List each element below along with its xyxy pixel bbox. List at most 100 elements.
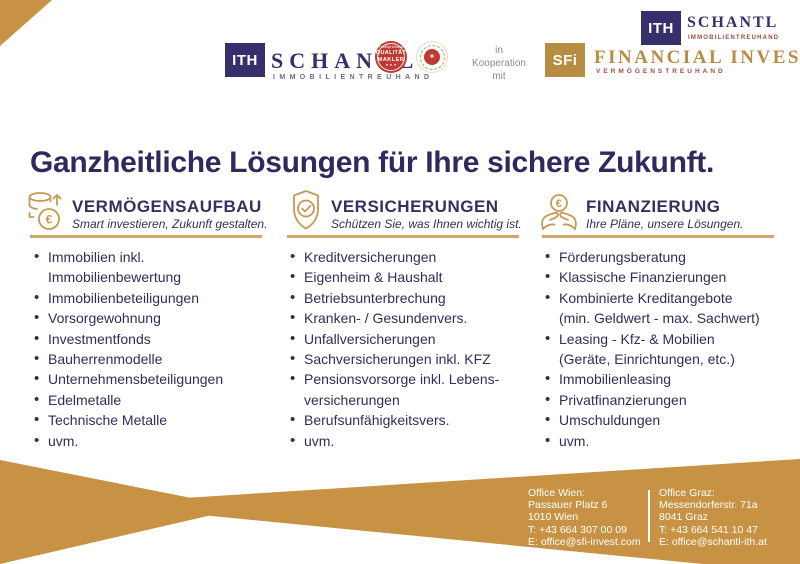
- footer-separator-line: [648, 490, 650, 542]
- list-item: • Kreditversicherungen: [290, 248, 437, 265]
- office-city: 8041 Graz: [659, 511, 709, 524]
- list-item: • Leasing - Kfz- & Mobilien: [545, 329, 715, 347]
- column-heading-versicherungen: VERSICHERUNGEN: [331, 197, 499, 216]
- bullet: •: [545, 288, 551, 306]
- list-item: • Immobilienleasing: [545, 370, 672, 388]
- list-item: • Unternehmensbeteiligungen: [34, 370, 224, 388]
- list-item: • Betriebsunterbrechung: [290, 288, 446, 306]
- office-graz-block: Office Graz: Messendorferstr. 71a 8041 G…: [659, 487, 767, 548]
- financial-invest-wordmark: FINANCIAL INVEST: [594, 47, 800, 68]
- bullet: •: [34, 329, 40, 347]
- list-item: • Unfallversicherungen: [290, 329, 436, 347]
- corner-schantl-wordmark: SCHANTL: [687, 14, 779, 31]
- bullet: •: [545, 390, 551, 408]
- list-item: • Technische Metalle: [34, 411, 168, 429]
- bullet: •: [545, 248, 551, 265]
- bullet: •: [545, 329, 551, 347]
- bullet: •: [290, 288, 296, 306]
- bullet: •: [34, 309, 40, 327]
- list-item: • uvm.: [290, 431, 335, 449]
- bullet: •: [34, 248, 40, 265]
- list-item: • Vorsorgewohnung: [34, 309, 161, 327]
- office-address: Passauer Platz 6: [528, 499, 608, 512]
- office-email: E: office@sfi-invest.com: [528, 535, 641, 548]
- corner-triangle-decoration: [0, 0, 52, 46]
- bullet: •: [34, 411, 40, 429]
- list-item: • uvm.: [545, 431, 590, 449]
- bullet: •: [290, 309, 296, 327]
- column-tagline: Smart investieren, Zukunft gestalten.: [72, 217, 268, 231]
- bullet: •: [34, 370, 40, 388]
- shield-check-icon: [293, 190, 319, 230]
- list-item: • Immobilienbeteiligungen: [34, 288, 199, 306]
- bullet: •: [290, 268, 296, 286]
- hands-euro-icon: €: [541, 194, 577, 230]
- corner-ith-logo-letters: ITH: [648, 19, 674, 37]
- svg-text:€: €: [556, 198, 562, 210]
- office-title: Office Wien:: [528, 487, 585, 499]
- office-address: Messendorferstr. 71a: [659, 499, 758, 512]
- schantl-subtitle: IMMOBILIENTREUHAND: [273, 74, 434, 81]
- list-item: • Immobilien inkl.: [34, 248, 145, 265]
- list-item: • Investmentfonds: [34, 329, 151, 347]
- svg-text:€: €: [46, 212, 53, 226]
- corner-ith-logo-mark: ITH: [641, 11, 681, 45]
- office-city: 1010 Wien: [528, 511, 579, 524]
- list-item: Immobilienbewertung: [48, 269, 182, 286]
- list-item: • Förderungsberatung: [545, 248, 686, 265]
- cooperation-line3: mit: [492, 71, 506, 82]
- bullet: •: [34, 431, 40, 449]
- gold-divider: [30, 235, 262, 238]
- column-tagline: Schützen Sie, was Ihnen wichtig ist.: [331, 217, 522, 231]
- office-title: Office Graz:: [659, 487, 715, 499]
- bullet: •: [34, 390, 40, 408]
- bullet: •: [34, 288, 40, 306]
- sfi-logo-letters: SFi: [552, 51, 578, 69]
- quality-makler-badge: FindMyHome.at QUALITÄT MAKLER ★ ★ ★: [375, 41, 407, 73]
- list-item: • Bauherrenmodelle: [34, 349, 163, 367]
- bullet: •: [545, 370, 551, 388]
- vermoegensaufbau-list: • Immobilien inkl. Immobilienbewertung • I…: [34, 248, 280, 452]
- list-item: • uvm.: [34, 431, 79, 449]
- bullet: •: [545, 411, 551, 429]
- office-phone: T: +43 664 541 10 47: [659, 523, 758, 536]
- list-item: • Privatfinanzierungen: [545, 390, 687, 408]
- coins-growth-icon: €: [28, 192, 62, 230]
- list-item: (min. Geldwert - max. Sachwert): [559, 310, 760, 327]
- ith-logo-letters: ITH: [232, 51, 258, 69]
- list-item: (Geräte, Einrichtungen, etc.): [559, 350, 735, 367]
- financial-invest-subtitle: VERMÖGENSTREUHAND: [596, 68, 726, 75]
- bullet: •: [290, 349, 296, 367]
- list-item: • Edelmetalle: [34, 390, 122, 408]
- gold-divider: [542, 235, 774, 238]
- seal-text-ring: [419, 44, 445, 70]
- column-heading-vermoegensaufbau: VERMÖGENSAUFBAU: [72, 197, 262, 216]
- bullet: •: [290, 329, 296, 347]
- list-item: • Pensionsvorsorge inkl. Lebens-: [290, 370, 500, 388]
- column-tagline: Ihre Pläne, unsere Lösungen.: [586, 217, 744, 231]
- finanzierung-list: • Förderungsberatung • Klassische Finanzie…: [545, 248, 791, 452]
- cooperation-line2: Kooperation: [472, 58, 526, 69]
- list-item: • Sachversicherungen inkl. KFZ: [290, 349, 491, 367]
- badge-ring: [377, 43, 405, 71]
- office-wien-block: Office Wien: Passauer Platz 6 1010 Wien …: [528, 487, 641, 548]
- column-heading-finanzierung: FINANZIERUNG: [586, 197, 721, 216]
- page-title: Ganzheitliche Lösungen für Ihre sichere …: [30, 146, 715, 180]
- bullet: •: [290, 370, 296, 388]
- corner-schantl-subtitle: IMMOBILIENTREUHAND: [688, 35, 780, 41]
- bullet: •: [545, 268, 551, 286]
- list-item: • Umschuldungen: [545, 411, 661, 429]
- list-item: • Kombinierte Kreditangebote: [545, 288, 733, 306]
- bullet: •: [545, 431, 551, 449]
- versicherungen-list: • Kreditversicherungen • Eigenheim & Haush…: [290, 248, 536, 452]
- gold-divider: [287, 235, 519, 238]
- sfi-logo-mark: SFi: [545, 43, 585, 77]
- cooperation-text: in Kooperation mit: [460, 44, 538, 83]
- cooperation-line1: in: [495, 45, 503, 56]
- ith-logo-mark: ITH: [225, 43, 265, 77]
- austrian-seal-badge: ✶: [417, 42, 447, 72]
- office-phone: T: +43 664 307 00 09: [528, 523, 627, 536]
- bullet: •: [34, 349, 40, 367]
- list-item: • Kranken- / Gesundenvers.: [290, 309, 468, 327]
